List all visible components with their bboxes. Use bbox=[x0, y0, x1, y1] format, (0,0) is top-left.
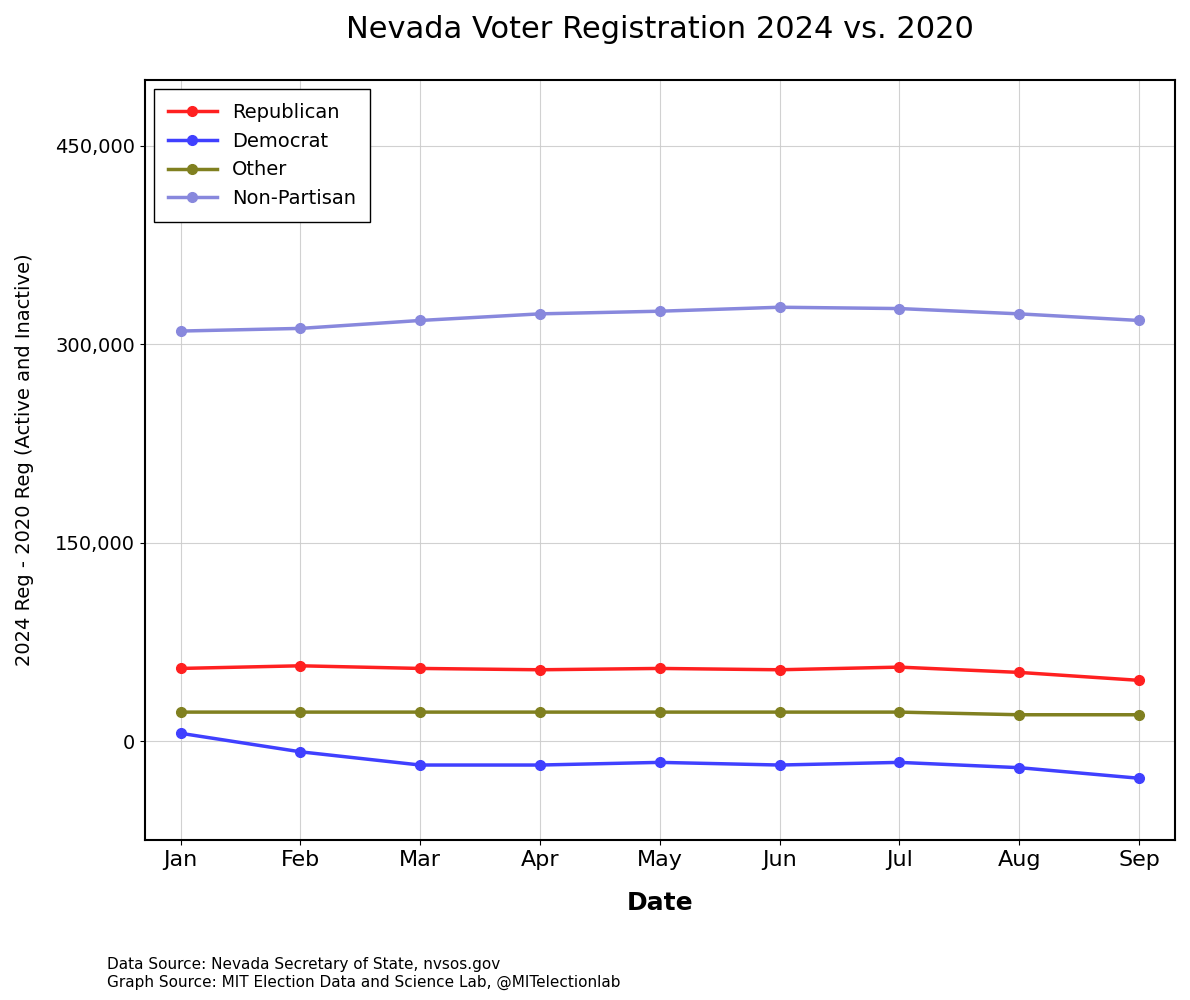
Non-Partisan bbox=[174, 325, 188, 337]
Text: Data Source: Nevada Secretary of State, nvsos.gov
Graph Source: MIT Election Dat: Data Source: Nevada Secretary of State, … bbox=[107, 957, 621, 990]
Republican bbox=[772, 664, 787, 676]
Non-Partisan bbox=[1013, 308, 1027, 320]
Other bbox=[1132, 709, 1146, 721]
Republican bbox=[892, 661, 907, 673]
Line: Republican: Republican bbox=[176, 661, 1144, 685]
Republican bbox=[293, 660, 307, 672]
X-axis label: Date: Date bbox=[626, 891, 693, 915]
Democrat bbox=[413, 759, 427, 771]
Other bbox=[293, 706, 307, 718]
Other bbox=[413, 706, 427, 718]
Republican bbox=[533, 664, 547, 676]
Democrat bbox=[174, 727, 188, 739]
Democrat bbox=[772, 759, 787, 771]
Democrat bbox=[892, 756, 907, 768]
Other bbox=[174, 706, 188, 718]
Line: Other: Other bbox=[176, 707, 1144, 720]
Other bbox=[1013, 709, 1027, 721]
Non-Partisan bbox=[1132, 314, 1146, 326]
Non-Partisan bbox=[652, 305, 666, 317]
Republican bbox=[174, 662, 188, 674]
Republican bbox=[1132, 674, 1146, 686]
Other bbox=[772, 706, 787, 718]
Title: Nevada Voter Registration 2024 vs. 2020: Nevada Voter Registration 2024 vs. 2020 bbox=[346, 15, 973, 44]
Non-Partisan bbox=[293, 322, 307, 334]
Y-axis label: 2024 Reg - 2020 Reg (Active and Inactive): 2024 Reg - 2020 Reg (Active and Inactive… bbox=[15, 254, 35, 666]
Democrat bbox=[1013, 762, 1027, 774]
Other bbox=[652, 706, 666, 718]
Non-Partisan bbox=[413, 314, 427, 326]
Line: Non-Partisan: Non-Partisan bbox=[176, 302, 1144, 336]
Republican bbox=[413, 662, 427, 674]
Democrat bbox=[652, 756, 666, 768]
Democrat bbox=[533, 759, 547, 771]
Other bbox=[533, 706, 547, 718]
Democrat bbox=[293, 746, 307, 758]
Republican bbox=[652, 662, 666, 674]
Line: Democrat: Democrat bbox=[176, 728, 1144, 783]
Republican bbox=[1013, 666, 1027, 678]
Legend: Republican, Democrat, Other, Non-Partisan: Republican, Democrat, Other, Non-Partisa… bbox=[155, 89, 370, 222]
Non-Partisan bbox=[772, 301, 787, 313]
Non-Partisan bbox=[533, 308, 547, 320]
Other bbox=[892, 706, 907, 718]
Non-Partisan bbox=[892, 303, 907, 315]
Democrat bbox=[1132, 772, 1146, 784]
